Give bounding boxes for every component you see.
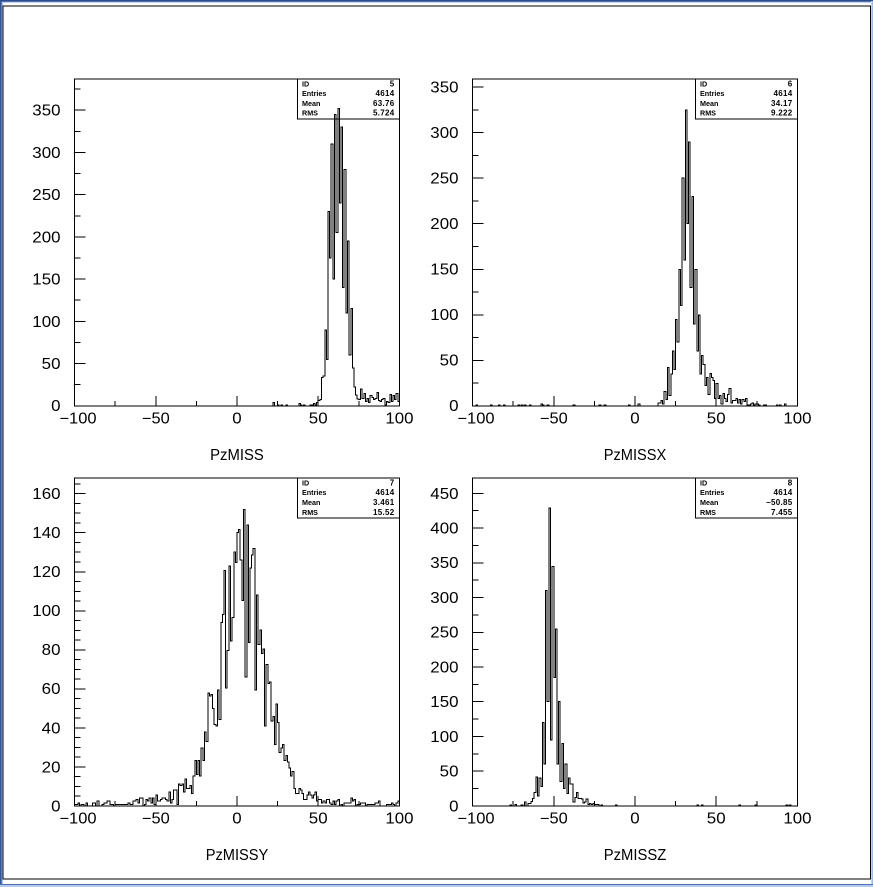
svg-text:5.724: 5.724: [373, 109, 395, 118]
svg-text:Entries: Entries: [700, 89, 724, 98]
svg-text:50: 50: [707, 410, 726, 427]
svg-text:0: 0: [232, 410, 241, 427]
svg-text:0: 0: [630, 410, 639, 427]
svg-text:150: 150: [32, 272, 60, 289]
svg-text:PzMISSZ: PzMISSZ: [604, 847, 667, 864]
svg-text:350: 350: [32, 103, 60, 120]
svg-text:PzMISSY: PzMISSY: [206, 847, 269, 864]
svg-text:160: 160: [32, 486, 60, 503]
svg-text:350: 350: [430, 555, 458, 572]
svg-text:300: 300: [430, 590, 458, 607]
svg-text:−50: −50: [142, 811, 170, 828]
svg-text:ID: ID: [302, 479, 309, 488]
svg-text:ID: ID: [700, 479, 707, 488]
svg-text:Mean: Mean: [700, 99, 718, 108]
svg-text:0: 0: [232, 811, 241, 828]
svg-text:RMS: RMS: [302, 109, 318, 118]
svg-text:9.222: 9.222: [771, 109, 793, 118]
svg-text:250: 250: [430, 625, 458, 642]
svg-text:120: 120: [32, 564, 60, 581]
svg-text:Mean: Mean: [700, 498, 718, 507]
svg-text:7.455: 7.455: [771, 508, 793, 517]
svg-text:50: 50: [309, 410, 328, 427]
svg-text:40: 40: [42, 720, 61, 737]
svg-text:100: 100: [32, 314, 60, 331]
svg-text:0: 0: [449, 398, 458, 415]
svg-text:4614: 4614: [774, 488, 793, 497]
svg-text:−100: −100: [59, 410, 96, 427]
svg-text:100: 100: [385, 410, 413, 427]
svg-text:100: 100: [32, 603, 60, 620]
svg-text:4614: 4614: [774, 89, 793, 98]
svg-text:15.52: 15.52: [373, 508, 395, 517]
svg-text:50: 50: [707, 811, 726, 828]
svg-text:−50.85: −50.85: [766, 498, 793, 507]
svg-text:4614: 4614: [376, 488, 395, 497]
svg-text:−50: −50: [142, 410, 170, 427]
svg-text:3.461: 3.461: [373, 498, 395, 507]
svg-text:Entries: Entries: [302, 488, 326, 497]
svg-text:0: 0: [449, 798, 458, 815]
svg-text:200: 200: [430, 659, 458, 676]
svg-text:−50: −50: [540, 811, 568, 828]
svg-text:−100: −100: [457, 811, 494, 828]
svg-text:Entries: Entries: [302, 89, 326, 98]
svg-text:Mean: Mean: [302, 498, 320, 507]
svg-text:140: 140: [32, 525, 60, 542]
svg-text:50: 50: [440, 764, 459, 781]
svg-text:200: 200: [430, 216, 458, 233]
svg-text:100: 100: [783, 811, 811, 828]
svg-text:RMS: RMS: [700, 508, 716, 517]
svg-text:8: 8: [788, 479, 793, 488]
svg-text:80: 80: [42, 642, 61, 659]
svg-text:100: 100: [430, 307, 458, 324]
svg-text:ID: ID: [302, 79, 309, 88]
svg-text:RMS: RMS: [700, 109, 716, 118]
svg-text:4614: 4614: [376, 89, 395, 98]
svg-text:250: 250: [430, 171, 458, 188]
svg-text:PzMISSX: PzMISSX: [604, 447, 667, 464]
svg-text:63.76: 63.76: [373, 99, 395, 108]
svg-text:7: 7: [390, 479, 395, 488]
svg-text:0: 0: [630, 811, 639, 828]
svg-text:−100: −100: [59, 811, 96, 828]
svg-text:Mean: Mean: [302, 99, 320, 108]
svg-text:PzMISS: PzMISS: [210, 447, 264, 464]
svg-text:100: 100: [783, 410, 811, 427]
svg-text:ID: ID: [700, 79, 707, 88]
svg-text:300: 300: [32, 145, 60, 162]
svg-text:100: 100: [430, 729, 458, 746]
svg-text:50: 50: [309, 811, 328, 828]
svg-text:Entries: Entries: [700, 488, 724, 497]
svg-text:−50: −50: [540, 410, 568, 427]
svg-text:250: 250: [32, 187, 60, 204]
svg-text:400: 400: [430, 521, 458, 538]
svg-text:150: 150: [430, 262, 458, 279]
svg-text:50: 50: [42, 356, 61, 373]
svg-text:300: 300: [430, 125, 458, 142]
svg-text:50: 50: [440, 353, 459, 370]
svg-text:−100: −100: [457, 410, 494, 427]
svg-text:34.17: 34.17: [771, 99, 793, 108]
svg-text:6: 6: [788, 79, 793, 88]
svg-text:0: 0: [51, 398, 60, 415]
svg-text:20: 20: [42, 759, 61, 776]
svg-text:100: 100: [385, 811, 413, 828]
svg-text:60: 60: [42, 681, 61, 698]
svg-text:RMS: RMS: [302, 508, 318, 517]
svg-text:150: 150: [430, 694, 458, 711]
svg-text:350: 350: [430, 80, 458, 97]
svg-text:450: 450: [430, 486, 458, 503]
svg-text:5: 5: [390, 79, 395, 88]
svg-text:200: 200: [32, 229, 60, 246]
svg-text:0: 0: [51, 798, 60, 815]
